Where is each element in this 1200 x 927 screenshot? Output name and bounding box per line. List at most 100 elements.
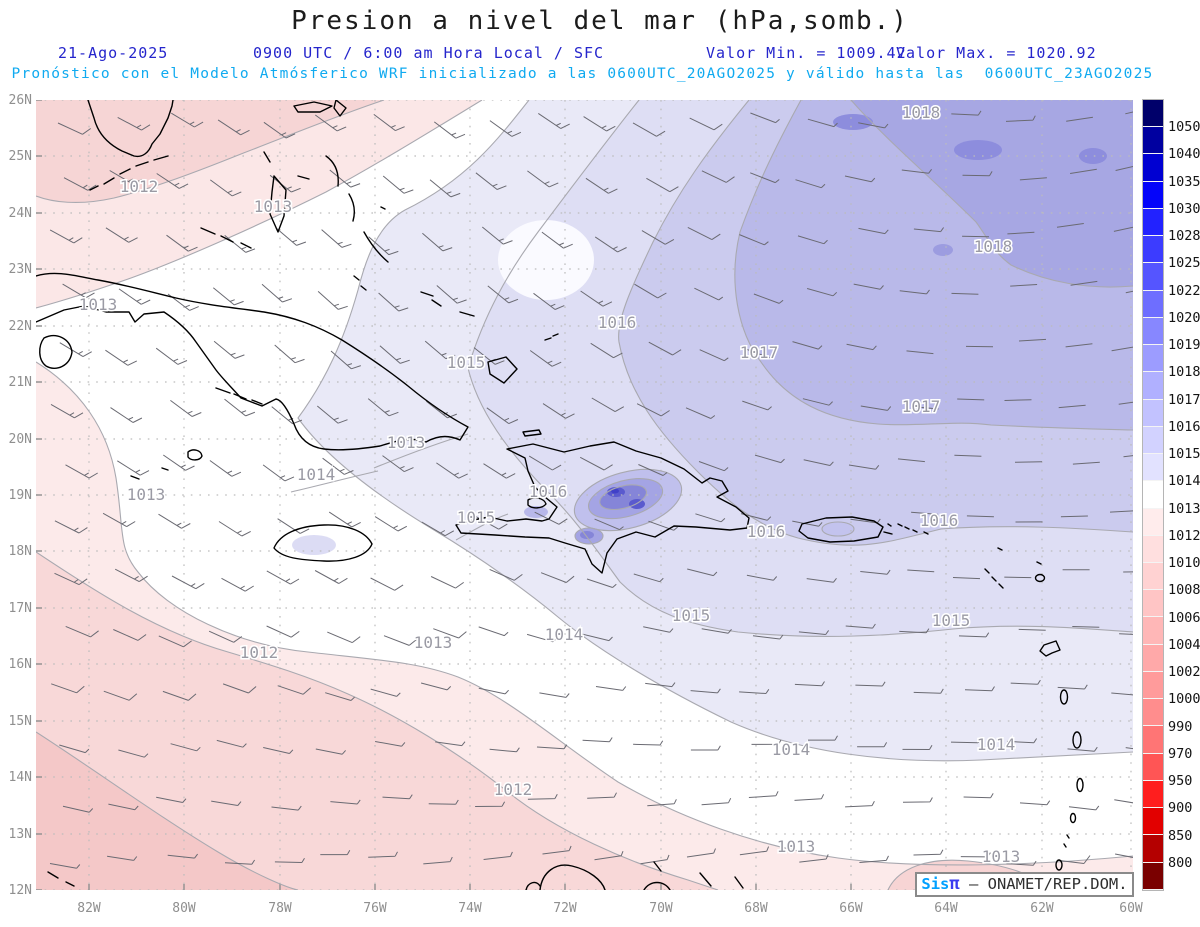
wind-barb — [907, 569, 935, 573]
wind-barb — [156, 796, 187, 803]
x-axis-label: 72W — [553, 901, 577, 916]
wind-barb — [799, 854, 829, 863]
colorbar-swatch — [1143, 699, 1163, 727]
y-axis-label: 26N — [8, 93, 32, 108]
x-axis-label: 82W — [77, 901, 101, 916]
wind-barb — [860, 405, 892, 411]
wind-barb — [317, 291, 348, 310]
colorbar-swatch — [1143, 399, 1163, 427]
wind-barb — [753, 293, 784, 304]
wind-barb — [436, 285, 467, 304]
isobar-label: 1015 — [672, 606, 711, 625]
wind-barb — [698, 461, 729, 472]
wind-barb — [690, 745, 721, 751]
colorbar-swatch — [1143, 100, 1163, 128]
wind-barb — [579, 456, 613, 471]
wind-barb — [117, 460, 150, 476]
y-axis-label: 15N — [8, 714, 32, 729]
wind-barb — [261, 283, 293, 303]
wind-barb — [487, 285, 519, 304]
wind-barb — [327, 631, 361, 644]
isobar-label: 1015 — [457, 508, 496, 527]
wind-barb — [486, 407, 519, 425]
colorbar-label: 1002 — [1168, 664, 1200, 681]
isobar-label: 1012 — [494, 780, 533, 799]
y-axis-label: 13N — [8, 827, 32, 842]
wind-barb — [694, 287, 724, 301]
wind-barb — [367, 398, 399, 417]
colorbar-swatch — [1143, 426, 1163, 455]
wind-barb — [423, 856, 453, 865]
wind-barb — [322, 457, 354, 475]
wind-barb — [846, 343, 877, 351]
wind-barb — [897, 458, 925, 463]
wind-barb — [806, 288, 838, 297]
y-axis-label: 12N — [8, 883, 32, 898]
value-max-label: Valor Max. = 1020.92 — [896, 44, 1097, 62]
wind-barb — [808, 735, 838, 741]
wind-barb — [263, 747, 294, 754]
isobar-label: 1014 — [545, 625, 584, 644]
wind-barb — [689, 117, 723, 131]
colorbar-label: 1014 — [1168, 473, 1200, 490]
colorbar-swatch — [1143, 454, 1163, 482]
wind-barb — [1006, 738, 1038, 744]
wind-barb — [641, 230, 675, 245]
wind-barb — [750, 112, 780, 124]
wind-barb — [108, 803, 139, 811]
wind-barb — [748, 791, 779, 798]
wind-barb — [906, 350, 934, 355]
wind-barb — [1019, 800, 1051, 806]
wind-barb — [314, 570, 348, 584]
colorbar-swatch — [1143, 263, 1163, 291]
y-axis-label: 22N — [8, 319, 32, 334]
isobar-label: 1012 — [240, 643, 279, 662]
wind-barb — [275, 227, 307, 246]
wind-barb — [277, 685, 312, 695]
wind-barb — [430, 576, 464, 589]
wind-barb — [526, 633, 557, 643]
wind-barb — [701, 628, 732, 634]
wind-barb — [274, 857, 305, 863]
sispi-logo-pi-icon: π — [949, 874, 960, 894]
branding-badge: Sisπ – ONAMET/REP.DOM. — [915, 872, 1134, 897]
wind-barb — [1010, 679, 1041, 685]
wind-barb — [424, 340, 456, 360]
wind-barb — [595, 686, 627, 691]
wind-barb — [1057, 855, 1091, 864]
colorbar-label: 800 — [1168, 854, 1193, 871]
isobar-label: 1013 — [79, 295, 118, 314]
value-min-label: Valor Min. = 1009.42 — [706, 44, 907, 62]
wind-barb — [750, 172, 780, 184]
colorbar-label: 1019 — [1168, 337, 1200, 354]
colorbar-swatch — [1143, 617, 1163, 645]
x-axis-label: 74W — [458, 901, 482, 916]
wind-barb — [422, 232, 453, 252]
wind-barbs — [49, 107, 1156, 869]
wind-barb — [374, 516, 408, 532]
wind-barb — [475, 801, 506, 807]
wind-barb — [489, 747, 520, 753]
wind-barb — [158, 635, 192, 648]
forecast-init-line: Pronóstico con el Modelo Atmósferico WRF… — [11, 66, 1154, 82]
x-axis-label: 62W — [1030, 901, 1054, 916]
wind-barb — [315, 114, 347, 132]
wind-barb — [170, 743, 201, 752]
wind-barb — [911, 511, 939, 515]
wind-barb — [1010, 284, 1038, 287]
wind-barb — [963, 793, 994, 799]
wind-barb — [1058, 404, 1086, 409]
wind-barb — [1057, 684, 1088, 690]
wind-barb — [1060, 515, 1088, 518]
wind-barb — [163, 454, 195, 471]
wind-barb — [382, 794, 413, 800]
wind-barb — [1007, 231, 1035, 235]
wind-barb — [370, 577, 404, 591]
colorbar-label: 1000 — [1168, 691, 1200, 708]
wind-barb — [208, 630, 243, 643]
wind-barb — [1018, 628, 1046, 631]
pressure-shading — [36, 100, 1133, 890]
wind-barb — [752, 634, 784, 640]
colorbar-swatch — [1143, 127, 1163, 155]
wind-barb — [542, 845, 572, 855]
